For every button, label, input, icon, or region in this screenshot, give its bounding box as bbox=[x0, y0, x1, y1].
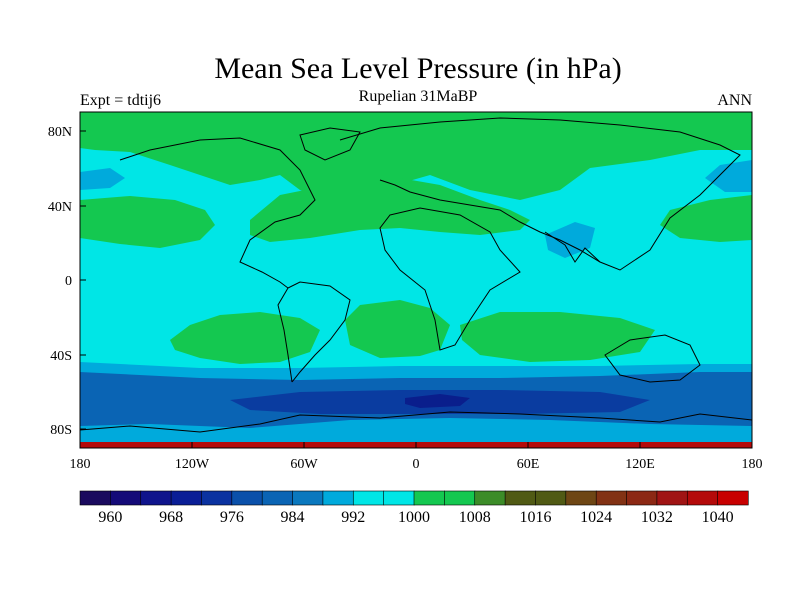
field-1008-north-atlantic bbox=[250, 178, 530, 242]
field-968-low-core bbox=[405, 394, 470, 408]
colorbar-swatch bbox=[231, 490, 263, 506]
colorbar-label: 1016 bbox=[519, 509, 551, 526]
colorbar-swatch bbox=[201, 490, 233, 506]
season-label: ANN bbox=[717, 92, 752, 109]
colorbar-swatch bbox=[444, 490, 476, 506]
pressure-fields bbox=[80, 112, 752, 448]
lon-tick-label: 60E bbox=[517, 457, 540, 472]
colorbar-swatch bbox=[170, 490, 203, 506]
field-992-north-pacific bbox=[80, 168, 125, 190]
colorbar-label: 968 bbox=[159, 509, 183, 526]
colorbar-swatch bbox=[413, 490, 445, 506]
colorbar-swatch bbox=[322, 490, 354, 506]
lat-tick-label: 80N bbox=[48, 125, 72, 140]
lat-tick-label: 80S bbox=[50, 423, 72, 438]
lon-tick-label: 0 bbox=[413, 457, 420, 472]
colorbar-swatch bbox=[140, 490, 172, 506]
colorbar-swatch bbox=[686, 490, 719, 506]
lon-tick-label: 180 bbox=[742, 457, 763, 472]
lon-tick-label: 120W bbox=[175, 457, 210, 472]
colorbar-swatch bbox=[474, 490, 506, 506]
chart-title: Mean Sea Level Pressure (in hPa) bbox=[214, 52, 622, 85]
coastline-australia bbox=[604, 334, 701, 383]
field-1008-indian bbox=[460, 312, 655, 362]
lon-axis: 180 120W 60W 0 60E 120E 180 bbox=[70, 442, 763, 472]
colorbar-label: 1040 bbox=[702, 509, 734, 526]
lon-tick-label: 120E bbox=[625, 457, 655, 472]
colorbar-swatch bbox=[626, 490, 658, 506]
chart-subtitle: Rupelian 31MaBP bbox=[358, 88, 478, 105]
lon-tick-label: 180 bbox=[70, 457, 91, 472]
field-1008-north-pacific-east bbox=[660, 195, 752, 242]
coastline-eurasia bbox=[339, 117, 741, 271]
colorbar: 960 968 976 984 992 1000 1008 1016 1024 1032 1040 bbox=[79, 490, 749, 526]
coastline-north-america bbox=[119, 137, 316, 289]
colorbar-label: 992 bbox=[341, 509, 365, 526]
lat-tick-label: 0 bbox=[65, 274, 72, 289]
field-992-antarctic-coast bbox=[80, 418, 752, 442]
colorbar-swatch bbox=[717, 490, 749, 506]
colorbar-swatch bbox=[292, 490, 324, 506]
coastline-south-america bbox=[287, 281, 351, 383]
coastline-south-america-west bbox=[277, 287, 293, 383]
coastline-antarctica bbox=[80, 411, 752, 433]
colorbar-swatch bbox=[383, 490, 415, 506]
lat-tick-label: 40S bbox=[50, 349, 72, 364]
experiment-label: Expt = tdtij6 bbox=[80, 92, 162, 109]
colorbar-swatch bbox=[595, 490, 628, 506]
coastline-africa bbox=[379, 207, 521, 351]
field-992-north-pacific-east bbox=[705, 160, 752, 192]
lat-axis: 80N 40N 0 40S 80S bbox=[48, 125, 86, 438]
colorbar-swatch bbox=[352, 490, 385, 506]
field-1008-arctic bbox=[80, 112, 752, 205]
field-1008-south-atlantic bbox=[345, 300, 450, 358]
colorbar-label: 960 bbox=[98, 509, 122, 526]
field-1008-north-pacific bbox=[80, 196, 215, 248]
colorbar-swatch bbox=[110, 490, 142, 506]
colorbar-swatch bbox=[656, 490, 688, 506]
colorbar-swatch bbox=[535, 490, 567, 506]
colorbar-label: 1032 bbox=[641, 509, 673, 526]
colorbar-swatch bbox=[261, 490, 294, 506]
colorbar-swatch bbox=[504, 490, 537, 506]
colorbar-swatch bbox=[565, 490, 597, 506]
colorbar-label: 976 bbox=[220, 509, 244, 526]
colorbar-label: 984 bbox=[281, 509, 305, 526]
coastline-india bbox=[544, 231, 601, 263]
lon-tick-label: 60W bbox=[290, 457, 318, 472]
coastlines bbox=[80, 117, 752, 433]
colorbar-label: 1024 bbox=[580, 509, 612, 526]
colorbar-swatch bbox=[79, 490, 111, 506]
colorbar-label: 1000 bbox=[398, 509, 430, 526]
lat-tick-label: 40N bbox=[48, 200, 72, 215]
colorbar-label: 1008 bbox=[459, 509, 491, 526]
field-992-asia bbox=[545, 222, 595, 258]
coastline-greenland bbox=[299, 127, 361, 161]
